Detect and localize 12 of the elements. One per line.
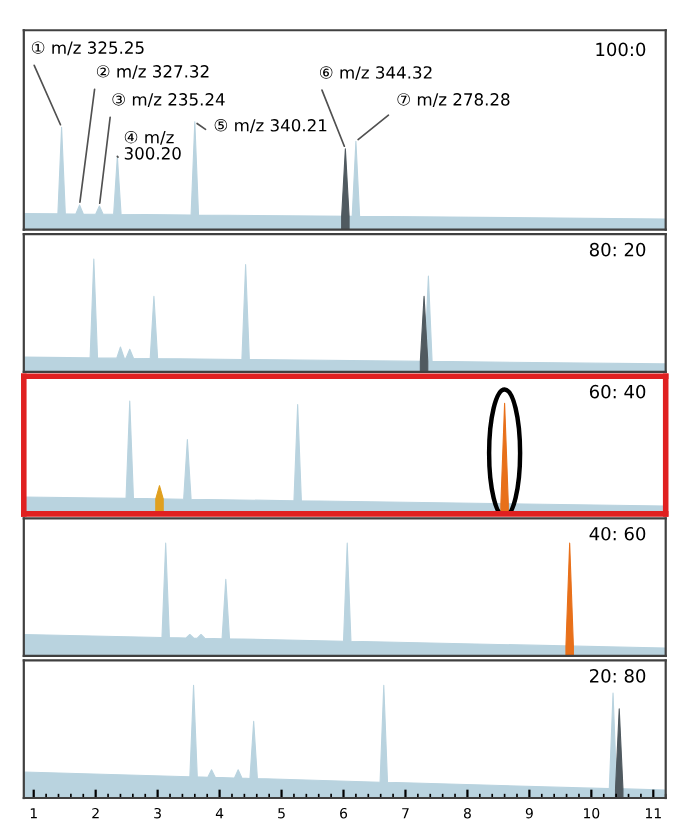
annotation: ③ m/z 235.24	[112, 93, 225, 108]
annotation: ④ m/z 300.20	[124, 130, 181, 160]
chart-title: 60: 40	[589, 384, 646, 399]
annotation: ② m/z 327.32	[96, 65, 209, 79]
annotation: ⑦ m/z 278.28	[397, 93, 510, 108]
chart-title: 80: 20	[589, 242, 646, 257]
annotation: ⑥ m/z 344.32	[319, 66, 432, 81]
annotation: ⑤ m/z 340.21	[214, 119, 327, 133]
chart-title: 20: 80	[589, 669, 646, 683]
annotation: ① m/z 325.25	[31, 41, 144, 56]
chart-title: 40: 60	[589, 526, 646, 541]
chart-title: 100:0	[596, 42, 646, 57]
